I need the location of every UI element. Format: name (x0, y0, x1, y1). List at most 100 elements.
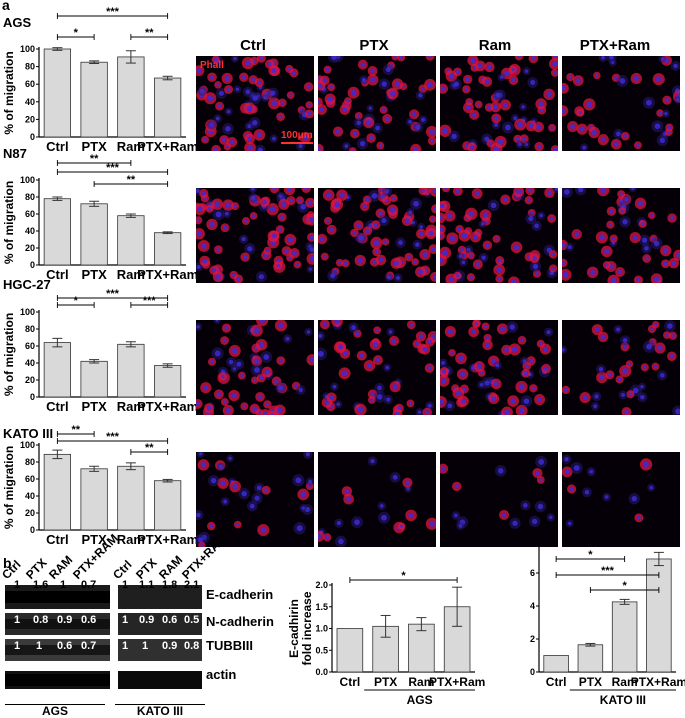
cell-nucleus (203, 385, 209, 391)
cell-nucleus (569, 486, 574, 492)
band-row-tubb-ags (5, 645, 200, 655)
cell-nucleus (384, 116, 390, 122)
cell-nucleus (400, 524, 404, 528)
cell-nucleus (564, 469, 570, 475)
cell-nucleus (501, 512, 507, 518)
cell-nucleus (346, 99, 350, 103)
cell-nucleus (368, 135, 374, 141)
bar (336, 628, 364, 673)
cell-nucleus (259, 56, 264, 61)
cell-nucleus (676, 252, 680, 258)
cell-nucleus (496, 267, 502, 273)
cell-nucleus (342, 107, 348, 113)
category-label: PTX (374, 675, 397, 689)
cell-nucleus (417, 269, 424, 275)
significance-label: * (588, 549, 593, 561)
category-label: PTX+Ram (137, 139, 198, 154)
significance-label: *** (143, 295, 157, 307)
cell-nucleus (622, 219, 628, 225)
cell-nucleus (384, 189, 390, 194)
cell-nucleus (375, 328, 379, 332)
cell-nucleus (493, 116, 499, 121)
cell-nucleus (338, 344, 344, 350)
micrograph-1-4 (562, 56, 680, 151)
micrograph-1-1 (196, 56, 314, 151)
cell-nucleus (636, 278, 641, 283)
cell-nucleus (465, 105, 471, 111)
y-tick-label: 2.0 (315, 580, 328, 590)
significance-label: ** (145, 442, 154, 454)
cell-nucleus (196, 512, 201, 518)
cell-nucleus (645, 99, 652, 106)
cell-nucleus (505, 124, 511, 131)
cell-nucleus (624, 409, 629, 415)
cell-nucleus (479, 383, 484, 387)
micrograph-3-4 (562, 320, 680, 415)
cell-nucleus (399, 56, 403, 60)
significance-label: *** (106, 288, 120, 300)
bar-chart-5: 0.0 0.5 1.0 1.5 2.0 E-cadhirin fold increase Ct… (287, 570, 485, 707)
cell-nucleus (272, 188, 277, 191)
cell-nucleus (568, 521, 572, 526)
cell-nucleus (301, 506, 305, 510)
cell-nucleus (336, 402, 340, 406)
cell-nucleus (450, 351, 454, 355)
cell-nucleus (482, 212, 489, 218)
significance-label: * (74, 295, 79, 307)
cell-nucleus (546, 330, 551, 335)
cell-nucleus (636, 515, 641, 520)
cell-nucleus (203, 138, 207, 142)
y-tick-label: 80 (25, 324, 35, 334)
y-tick-label: 1.0 (315, 624, 328, 634)
cell-nucleus (584, 490, 590, 495)
cell-nucleus (440, 378, 447, 384)
cell-nucleus (605, 263, 609, 267)
cell-nucleus (428, 230, 434, 237)
y-tick-label: 100 (20, 307, 35, 317)
cell-nucleus (341, 370, 348, 377)
cell-nucleus (228, 359, 234, 365)
cell-nucleus (521, 105, 525, 109)
cell-nucleus (334, 201, 341, 208)
cell-nucleus (619, 192, 623, 196)
cell-nucleus (254, 358, 260, 364)
cell-nucleus (641, 237, 648, 243)
category-label: PTX (81, 267, 107, 282)
cell-nucleus (461, 232, 468, 239)
cell-nucleus (235, 87, 240, 91)
cell-nucleus (562, 108, 566, 114)
cell-nucleus (256, 132, 263, 138)
cell-actin (628, 188, 637, 193)
cell-nucleus (336, 521, 341, 526)
cell-nucleus (497, 468, 504, 474)
cell-nucleus (385, 365, 389, 370)
cell-nucleus (207, 95, 214, 102)
cell-nucleus (471, 112, 477, 118)
y-tick-label: 80 (25, 457, 35, 467)
cell-nucleus (667, 323, 673, 329)
blot-kato (118, 585, 202, 702)
cell-nucleus (497, 258, 502, 263)
bar (117, 56, 145, 138)
cell-nucleus (578, 111, 582, 115)
cell-actin (213, 320, 221, 324)
quant-kato-ncad-2: 0.9 (139, 614, 155, 626)
cell-nucleus (233, 204, 237, 208)
quant-kato-tubb-3: 0.9 (162, 640, 178, 652)
cell-nucleus (534, 223, 539, 229)
cell-nucleus (393, 56, 397, 59)
cell-nucleus (470, 57, 476, 64)
cell-actin (431, 204, 436, 214)
cell-nucleus (421, 117, 426, 122)
cell-nucleus (511, 68, 515, 72)
cell-nucleus (449, 235, 456, 242)
cell-nucleus (495, 92, 500, 98)
cell-nucleus (228, 456, 232, 461)
cell-nucleus (433, 206, 436, 212)
cell-nucleus (440, 215, 443, 221)
cell-nucleus (409, 322, 414, 327)
cell-nucleus (567, 245, 572, 250)
cell-nucleus (334, 320, 340, 324)
quant-ags-tubb-2: 1 (36, 640, 43, 652)
cell-nucleus (454, 484, 459, 489)
